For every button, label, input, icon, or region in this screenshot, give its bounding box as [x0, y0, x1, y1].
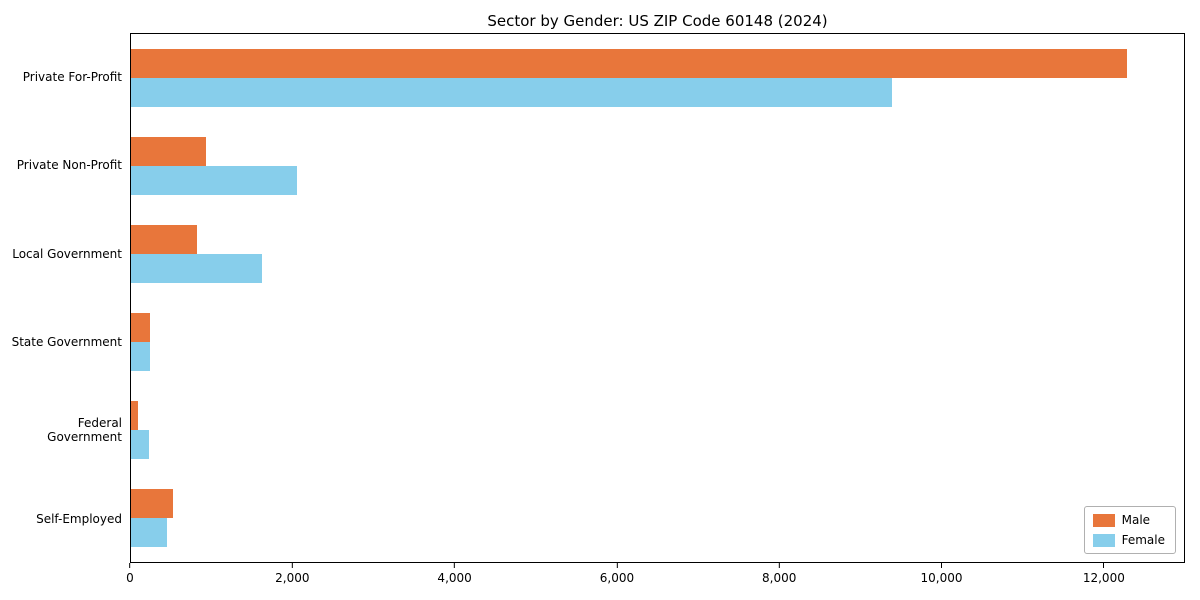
x-tick-mark — [941, 563, 943, 568]
chart-title: Sector by Gender: US ZIP Code 60148 (202… — [487, 12, 828, 30]
x-tick-10000: 10,000 — [921, 563, 963, 585]
bar-group-federal-government — [131, 386, 1184, 474]
bar-female-self-employed — [131, 518, 168, 547]
bar-male-federal-government — [131, 401, 139, 430]
y-tick-label-private-non-profit: Private Non-Profit — [16, 158, 122, 173]
x-tick-label: 12,000 — [1082, 571, 1125, 585]
bar-female-private-non-profit — [131, 166, 298, 195]
x-tick-6000: 6,000 — [600, 563, 634, 585]
bar-female-local-government — [131, 254, 263, 283]
x-tick-mark — [454, 563, 456, 568]
bar-group-self-employed — [131, 474, 1184, 562]
x-tick-8000: 8,000 — [762, 563, 796, 585]
x-tick-mark — [616, 563, 618, 568]
bar-male-private-non-profit — [131, 137, 206, 166]
y-tick-label-private-for-profit: Private For-Profit — [22, 70, 122, 85]
bar-female-private-for-profit — [131, 78, 893, 107]
y-tick-label-self-employed: Self-Employed — [36, 511, 122, 526]
x-tick-mark — [778, 563, 780, 568]
x-tick-label: 2,000 — [275, 571, 310, 585]
bar-group-state-government — [131, 298, 1184, 386]
legend-item-female: Female — [1092, 533, 1165, 547]
x-tick-12000: 12,000 — [1083, 563, 1125, 585]
x-tick-mark — [1103, 563, 1105, 568]
x-tick-mark — [291, 563, 293, 568]
legend-label-female: Female — [1121, 533, 1165, 547]
bar-female-state-government — [131, 342, 150, 371]
y-tick-label-local-government: Local Government — [12, 246, 122, 261]
bar-female-federal-government — [131, 430, 149, 459]
x-tick-label: 6,000 — [599, 571, 635, 585]
x-tick-mark — [129, 563, 131, 568]
y-tick-label-federal-government: Federal Government — [47, 416, 122, 445]
bar-male-self-employed — [131, 489, 174, 518]
plot-area: Male Female — [130, 33, 1185, 563]
legend-item-male: Male — [1092, 513, 1165, 527]
bar-male-private-for-profit — [131, 49, 1128, 78]
bar-group-local-government — [131, 210, 1184, 298]
bar-male-state-government — [131, 313, 150, 342]
y-tick-label-state-government: State Government — [11, 335, 122, 350]
bar-group-private-non-profit — [131, 122, 1184, 210]
x-tick-2000: 2,000 — [275, 563, 309, 585]
x-tick-0: 0 — [126, 563, 134, 585]
x-tick-label: 0 — [126, 571, 134, 585]
legend-label-male: Male — [1121, 513, 1151, 527]
female-color-swatch — [1092, 533, 1115, 547]
bar-group-private-for-profit — [131, 34, 1184, 122]
male-color-swatch — [1092, 513, 1115, 527]
bar-male-local-government — [131, 225, 197, 254]
x-tick-label: 8,000 — [762, 571, 797, 585]
x-axis-ticks: 0 2,000 4,000 6,000 8,000 10,000 12,000 — [126, 563, 1185, 593]
legend: Male Female — [1083, 506, 1176, 554]
x-tick-label: 10,000 — [920, 571, 963, 585]
x-tick-4000: 4,000 — [437, 563, 472, 585]
x-tick-label: 4,000 — [437, 571, 472, 585]
y-axis-labels: Private For-Profit Private Non-Profit Loca… — [0, 33, 122, 563]
